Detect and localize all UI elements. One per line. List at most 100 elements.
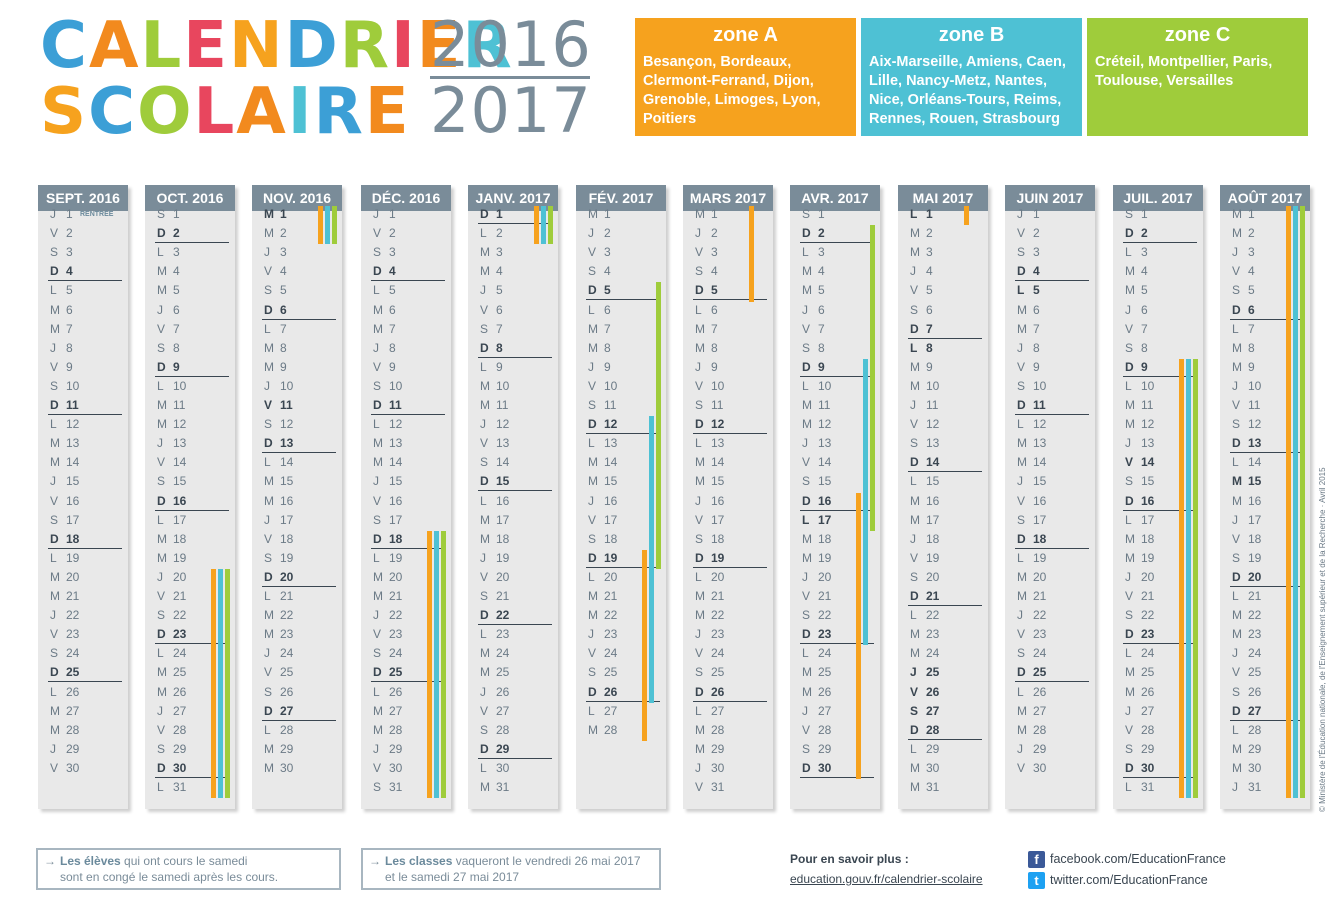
weekday-letter: D [910, 321, 919, 336]
weekday-letter: L [264, 722, 271, 737]
twitter-link[interactable]: t twitter.com/EducationFrance [1028, 871, 1208, 890]
weekday-letter: M [480, 264, 490, 279]
week-separator [1123, 375, 1197, 377]
day-row: V 11 [264, 396, 293, 415]
day-number: 26 [66, 684, 80, 699]
week-separator [800, 643, 874, 645]
day-number: 9 [389, 359, 396, 374]
day-number: 28 [1033, 722, 1047, 737]
weekday-letter: M [157, 550, 167, 565]
day-number: 20 [711, 569, 725, 584]
day-row: L 21 [264, 587, 293, 606]
day-row: M 14 [695, 453, 724, 472]
holiday-bar-zone-c [1193, 358, 1198, 799]
more-info-link[interactable]: education.gouv.fr/calendrier-scolaire [790, 872, 983, 886]
weekday-letter: M [1017, 722, 1027, 737]
day-number: 24 [926, 646, 940, 661]
day-row: D 23 [1125, 625, 1154, 644]
weekday-letter: J [1125, 569, 1131, 584]
day-number: 11 [818, 398, 831, 412]
weekday-letter: J [695, 359, 701, 374]
weekday-letter: V [157, 455, 166, 470]
day-number: 3 [1033, 245, 1040, 260]
day-number: 22 [496, 608, 510, 623]
day-number: 15 [173, 474, 187, 489]
weekday-letter: L [1017, 550, 1024, 565]
day-number: 10 [1033, 378, 1047, 393]
weekday-letter: M [50, 321, 60, 336]
day-number: 10 [1248, 378, 1262, 393]
day-row: J 22 [373, 606, 402, 625]
day-row: J 24 [1232, 644, 1261, 663]
day-row: S 13 [910, 434, 939, 453]
weekday-letter: M [1017, 569, 1027, 584]
day-row: M 29 [695, 740, 724, 759]
weekday-letter: D [480, 474, 489, 489]
weekday-letter: D [1232, 703, 1241, 718]
day-row: D 16 [802, 492, 831, 511]
day-number: 6 [496, 302, 503, 317]
weekday-letter: L [802, 646, 809, 661]
day-row: J 20 [802, 568, 831, 587]
weekday-letter: L [373, 283, 380, 298]
weekday-letter: D [588, 417, 597, 432]
weekday-letter: J [264, 646, 270, 661]
title-letter: R [462, 9, 514, 83]
day-number: 31 [173, 780, 187, 794]
day-number: 19 [173, 550, 187, 565]
weekday-letter: M [1232, 627, 1242, 642]
day-row: S 15 [1125, 472, 1154, 491]
day-number: 20 [173, 569, 187, 584]
day-number: 4 [173, 264, 180, 279]
day-number: 16 [496, 493, 510, 508]
weekday-letter: S [373, 245, 382, 260]
day-number: 9 [173, 359, 180, 374]
day-row: J 15 [50, 472, 79, 491]
weekday-letter: M [910, 245, 920, 260]
weekday-letter: D [588, 684, 597, 699]
day-row: M 25 [1125, 663, 1154, 682]
day-row: M 30 [1232, 759, 1261, 778]
title-block: CALENDRIER SCOLAIRE 2016 2017 [40, 9, 600, 145]
day-number: 7 [1141, 321, 1148, 336]
day-number: 12 [389, 417, 403, 432]
day-number: 12 [1248, 417, 1262, 432]
title-letter: E [183, 9, 229, 83]
weekday-letter: M [480, 398, 490, 412]
weekday-letter: S [910, 703, 919, 718]
week-separator [1230, 719, 1304, 721]
day-row: M 19 [802, 549, 831, 568]
weekday-letter: V [910, 550, 919, 565]
day-row: V 23 [50, 625, 79, 644]
title-letter: C [40, 9, 89, 83]
weekday-letter: D [910, 589, 919, 603]
week-separator [586, 566, 660, 568]
day-row: V 23 [373, 625, 402, 644]
day-row: M 16 [1232, 492, 1261, 511]
day-number: 18 [389, 531, 403, 546]
zone-a-box: zone A Besançon, Bordeaux, Clermont-Ferr… [635, 18, 856, 136]
day-number: 4 [711, 264, 718, 279]
week-separator [1230, 318, 1304, 320]
weekday-letter: L [50, 684, 57, 699]
day-number: 28 [66, 722, 80, 737]
day-number: 11 [1141, 398, 1154, 412]
facebook-link[interactable]: f facebook.com/EducationFrance [1028, 850, 1226, 869]
day-number: 20 [1248, 569, 1262, 584]
day-row: D 30 [802, 759, 831, 778]
weekday-letter: L [373, 684, 380, 699]
weekday-letter: J [802, 569, 808, 584]
day-row: J 22 [50, 606, 79, 625]
week-separator [155, 242, 229, 244]
